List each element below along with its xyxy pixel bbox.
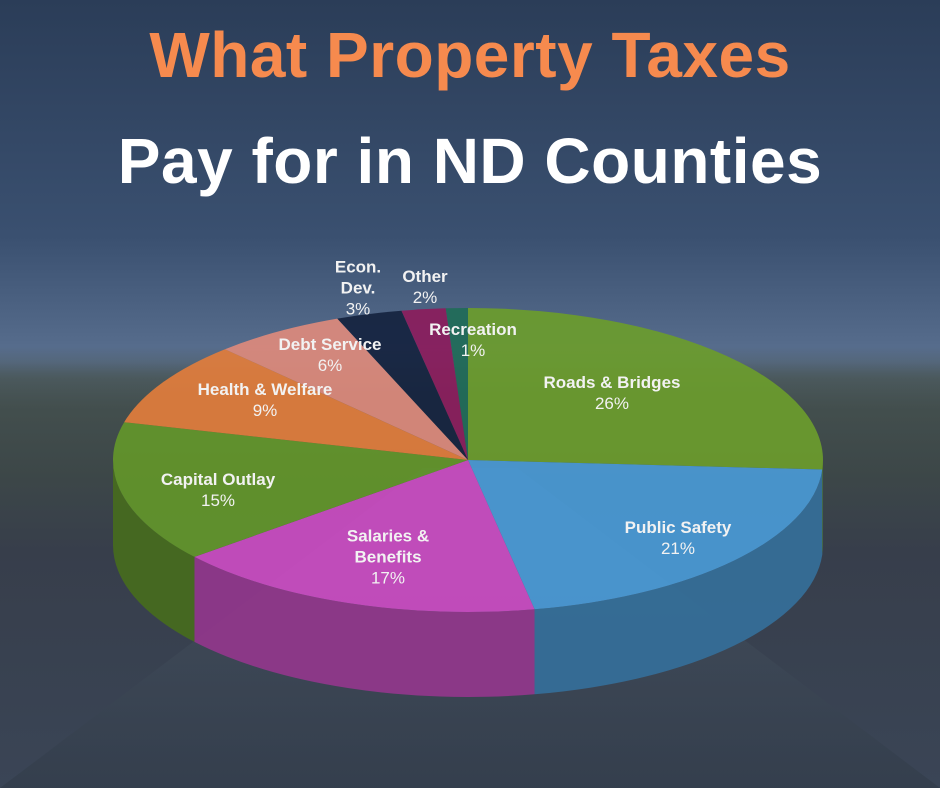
value-label: 21% bbox=[660, 539, 696, 558]
slice-label: Public Safety 21% bbox=[625, 517, 732, 559]
category-label: Public Safety bbox=[624, 518, 732, 537]
slice-label: Recreation 1% bbox=[429, 319, 517, 361]
slice-label: Salaries & Benefits 17% bbox=[347, 526, 429, 589]
category-label: Health & Welfare bbox=[197, 380, 333, 399]
slice bbox=[445, 308, 468, 460]
category-label: Recreation bbox=[429, 320, 517, 339]
slice bbox=[468, 460, 823, 610]
slice-side bbox=[822, 460, 823, 555]
slice bbox=[124, 349, 468, 460]
slice bbox=[194, 460, 535, 612]
slice bbox=[112, 422, 468, 557]
title-line: What Property Taxes bbox=[149, 19, 791, 91]
slice-side bbox=[113, 460, 195, 642]
value-label: 9% bbox=[252, 401, 278, 420]
slice-label: Debt Service 6% bbox=[279, 334, 382, 376]
slice bbox=[224, 318, 468, 460]
category-label: Debt Service bbox=[278, 335, 382, 354]
value-label: 3% bbox=[345, 299, 371, 319]
value-label: 2% bbox=[412, 288, 438, 307]
category-label: Capital Outlay bbox=[160, 470, 276, 489]
title-line: Pay for in ND Counties bbox=[117, 125, 823, 197]
slice-label: Roads & Bridges 26% bbox=[544, 372, 681, 414]
slice-label: Other 2% bbox=[402, 266, 447, 308]
value-label: 17% bbox=[370, 568, 406, 588]
value-label: 15% bbox=[200, 491, 236, 510]
category-label: Other bbox=[402, 267, 448, 286]
slice-side bbox=[534, 469, 823, 695]
slice-label: Health & Welfare 9% bbox=[198, 379, 333, 421]
slice-label: Econ. Dev. 3% bbox=[335, 257, 381, 320]
slice bbox=[468, 308, 823, 470]
slice-label: Capital Outlay 15% bbox=[161, 469, 275, 511]
category-label: Roads & Bridges bbox=[543, 373, 681, 392]
value-label: 26% bbox=[594, 394, 630, 413]
category-label: Salaries & Benefits bbox=[346, 526, 430, 567]
value-label: 6% bbox=[317, 356, 343, 375]
slice bbox=[401, 308, 468, 460]
slice-side bbox=[194, 556, 535, 697]
value-label: 1% bbox=[460, 341, 486, 360]
category-label: Econ. Dev. bbox=[334, 257, 382, 298]
slice bbox=[337, 310, 468, 460]
